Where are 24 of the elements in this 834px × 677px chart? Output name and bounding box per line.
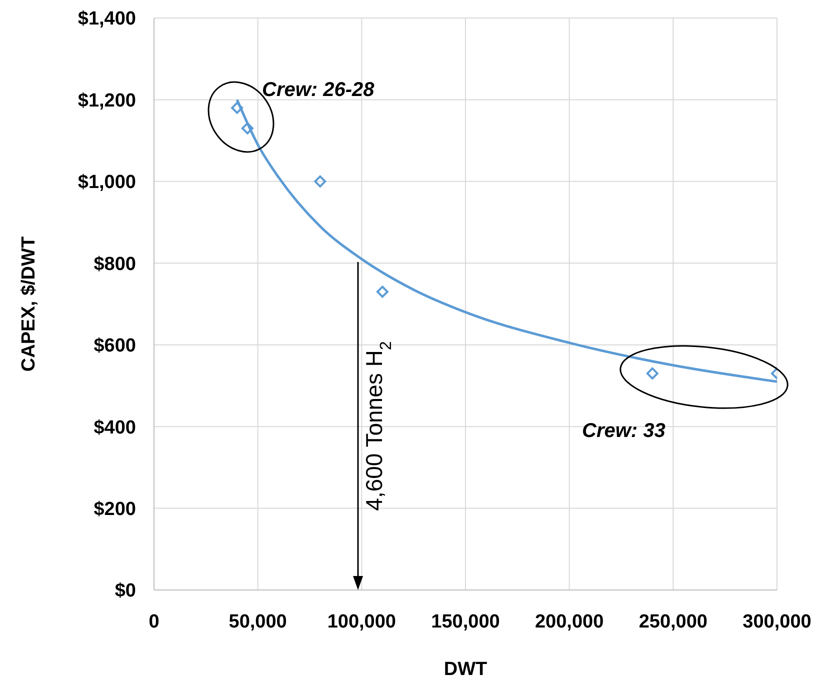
x-tick-label: 250,000 — [638, 611, 708, 632]
y-tick-label: $1,400 — [78, 8, 136, 30]
point — [376, 286, 388, 298]
y-axis-title: CAPEX, $/DWT — [18, 236, 40, 372]
point — [314, 175, 326, 188]
x-tick-label: 0 — [148, 611, 160, 632]
y-tick-label: $600 — [94, 336, 136, 357]
point — [646, 367, 658, 380]
x-tick-label: 100,000 — [327, 611, 396, 632]
y-tick-label: $200 — [94, 499, 136, 520]
annotation: Crew: 26-28 — [262, 79, 376, 101]
y-tick-label: $1,000 — [78, 172, 136, 194]
y-tick-label: $400 — [94, 417, 136, 438]
annotation: Crew: 33 — [582, 420, 666, 442]
y-tick-label: $1,200 — [78, 90, 136, 112]
x-axis-title: DWT — [444, 659, 488, 677]
point — [241, 122, 254, 134]
y-tick-label: $800 — [94, 254, 136, 275]
y-tick-label: $0 — [114, 580, 136, 602]
x-tick-label: 150,000 — [431, 611, 500, 632]
x-tick-label: 300,000 — [742, 611, 812, 632]
x-tick-label: 200,000 — [534, 611, 604, 632]
x-tick-label: 50,000 — [228, 611, 287, 632]
point — [231, 102, 244, 114]
